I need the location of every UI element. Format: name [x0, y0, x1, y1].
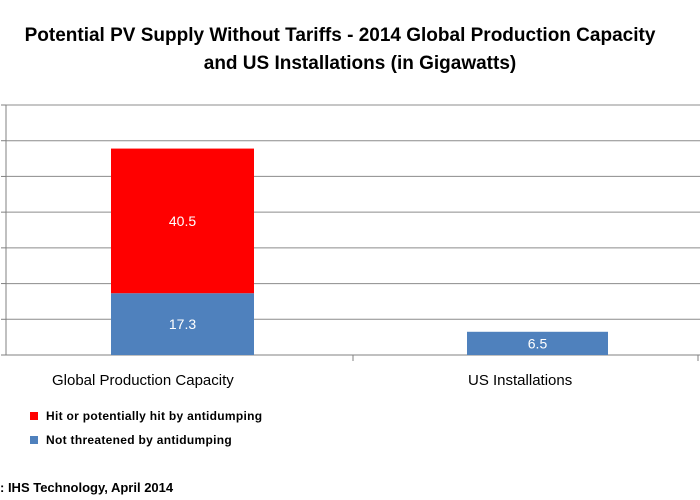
chart-title: Potential PV Supply Without Tariffs - 20…	[0, 22, 700, 78]
data-label: 17.3	[169, 316, 196, 332]
legend-swatch-blue	[30, 436, 38, 444]
data-label: 40.5	[169, 213, 196, 229]
legend-item-not-threatened: Not threatened by antidumping	[30, 428, 262, 452]
legend-label-hit: Hit or potentially hit by antidumping	[46, 409, 263, 423]
legend: Hit or potentially hit by antidumping No…	[30, 404, 262, 452]
legend-item-hit: Hit or potentially hit by antidumping	[30, 404, 262, 428]
source-note: : IHS Technology, April 2014	[0, 480, 174, 495]
bar-segment	[111, 293, 254, 355]
legend-label-not-threatened: Not threatened by antidumping	[46, 433, 233, 447]
legend-swatch-red	[30, 412, 38, 420]
data-label: 6.5	[528, 335, 548, 351]
bars: 17.3 40.5 6.5	[111, 148, 608, 355]
bar-segment	[111, 148, 254, 294]
category-label-global-production: Global Production Capacity	[52, 372, 234, 389]
bar-segment	[467, 331, 608, 355]
chart-title-line2: and US Installations (in Gigawatts)	[203, 53, 517, 74]
category-label-us-installations: US Installations	[468, 372, 573, 389]
gridlines	[1, 104, 700, 356]
chart-title-line1: Potential PV Supply Without Tariffs - 20…	[24, 25, 656, 46]
